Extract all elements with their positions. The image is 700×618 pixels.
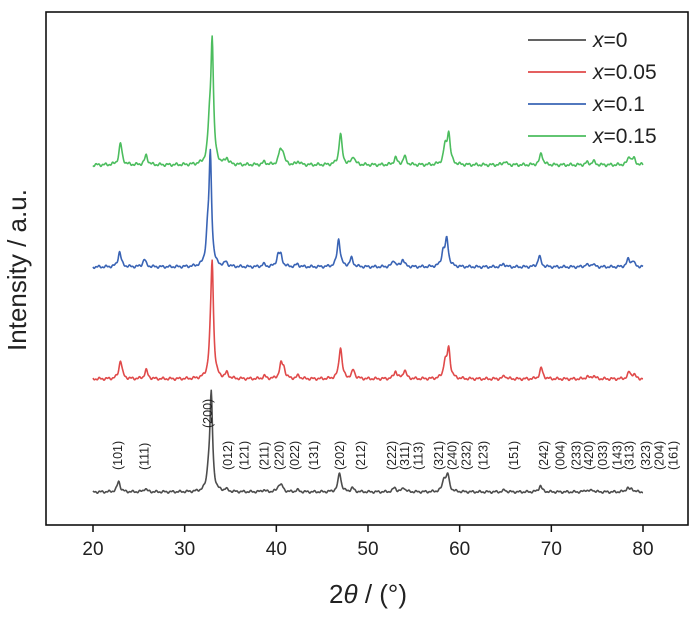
peak-label: (131) [307, 441, 321, 470]
peak-label: (121) [237, 441, 251, 470]
peak-label: (022) [288, 441, 302, 470]
y-axis-title: Intensity / a.u. [2, 189, 32, 351]
legend-label: x=0.05 [592, 61, 657, 84]
series-line-1 [92, 259, 644, 382]
peak-label: (202) [333, 441, 347, 470]
x-tick-label: 80 [632, 539, 653, 560]
peak-label: (204) [653, 441, 667, 470]
legend: x=0 x=0.05 x=0.1 x=0.15 [528, 29, 657, 148]
peak-label: (161) [666, 441, 680, 470]
peak-label: (220) [272, 441, 286, 470]
peak-label: (211) [258, 442, 272, 470]
peak-label: (200) [201, 399, 215, 428]
x-tick-label: 50 [357, 539, 378, 560]
series-line-2 [92, 148, 644, 270]
peak-label: (004) [554, 441, 568, 470]
peak-label: (420) [582, 441, 596, 470]
peak-label: (321) [432, 441, 446, 470]
peak-label: (232) [459, 441, 473, 470]
x-axis-ticks: 20 30 40 50 60 70 80 [82, 525, 654, 560]
peak-label: (123) [477, 441, 491, 470]
peak-annotations: (101) (111) (200) (012) (121) (211) (220) (022)… [111, 399, 681, 470]
peak-label: (233) [569, 441, 583, 470]
x-tick-label: 70 [541, 539, 562, 560]
peak-label: (111) [138, 443, 152, 470]
peak-label: (222) [385, 441, 399, 470]
legend-label: x=0 [592, 29, 627, 52]
x-tick-label: 60 [449, 539, 470, 560]
x-axis-title: 2θ / (°) [329, 579, 407, 609]
legend-label: x=0.15 [592, 125, 657, 148]
peak-label: (033) [596, 441, 610, 470]
peak-label: (212) [354, 441, 368, 470]
x-tick-label: 30 [174, 539, 195, 560]
peak-label: (143) [611, 441, 625, 470]
plot-frame [45, 11, 689, 526]
series-line-3 [92, 35, 644, 168]
peak-label: (323) [639, 441, 653, 470]
series-layer [92, 35, 644, 495]
peak-label: (012) [221, 441, 235, 470]
legend-label: x=0.1 [592, 93, 645, 116]
peak-label: (151) [507, 441, 521, 470]
peak-label: (240) [446, 441, 460, 470]
peak-label: (113) [412, 442, 426, 470]
peak-label: (313) [622, 441, 636, 470]
series-line-0 [92, 389, 644, 495]
x-tick-label: 40 [266, 539, 287, 560]
peak-label: (242) [537, 441, 551, 470]
peak-label: (311) [398, 442, 412, 470]
peak-label: (101) [111, 441, 125, 470]
x-tick-label: 20 [82, 539, 103, 560]
